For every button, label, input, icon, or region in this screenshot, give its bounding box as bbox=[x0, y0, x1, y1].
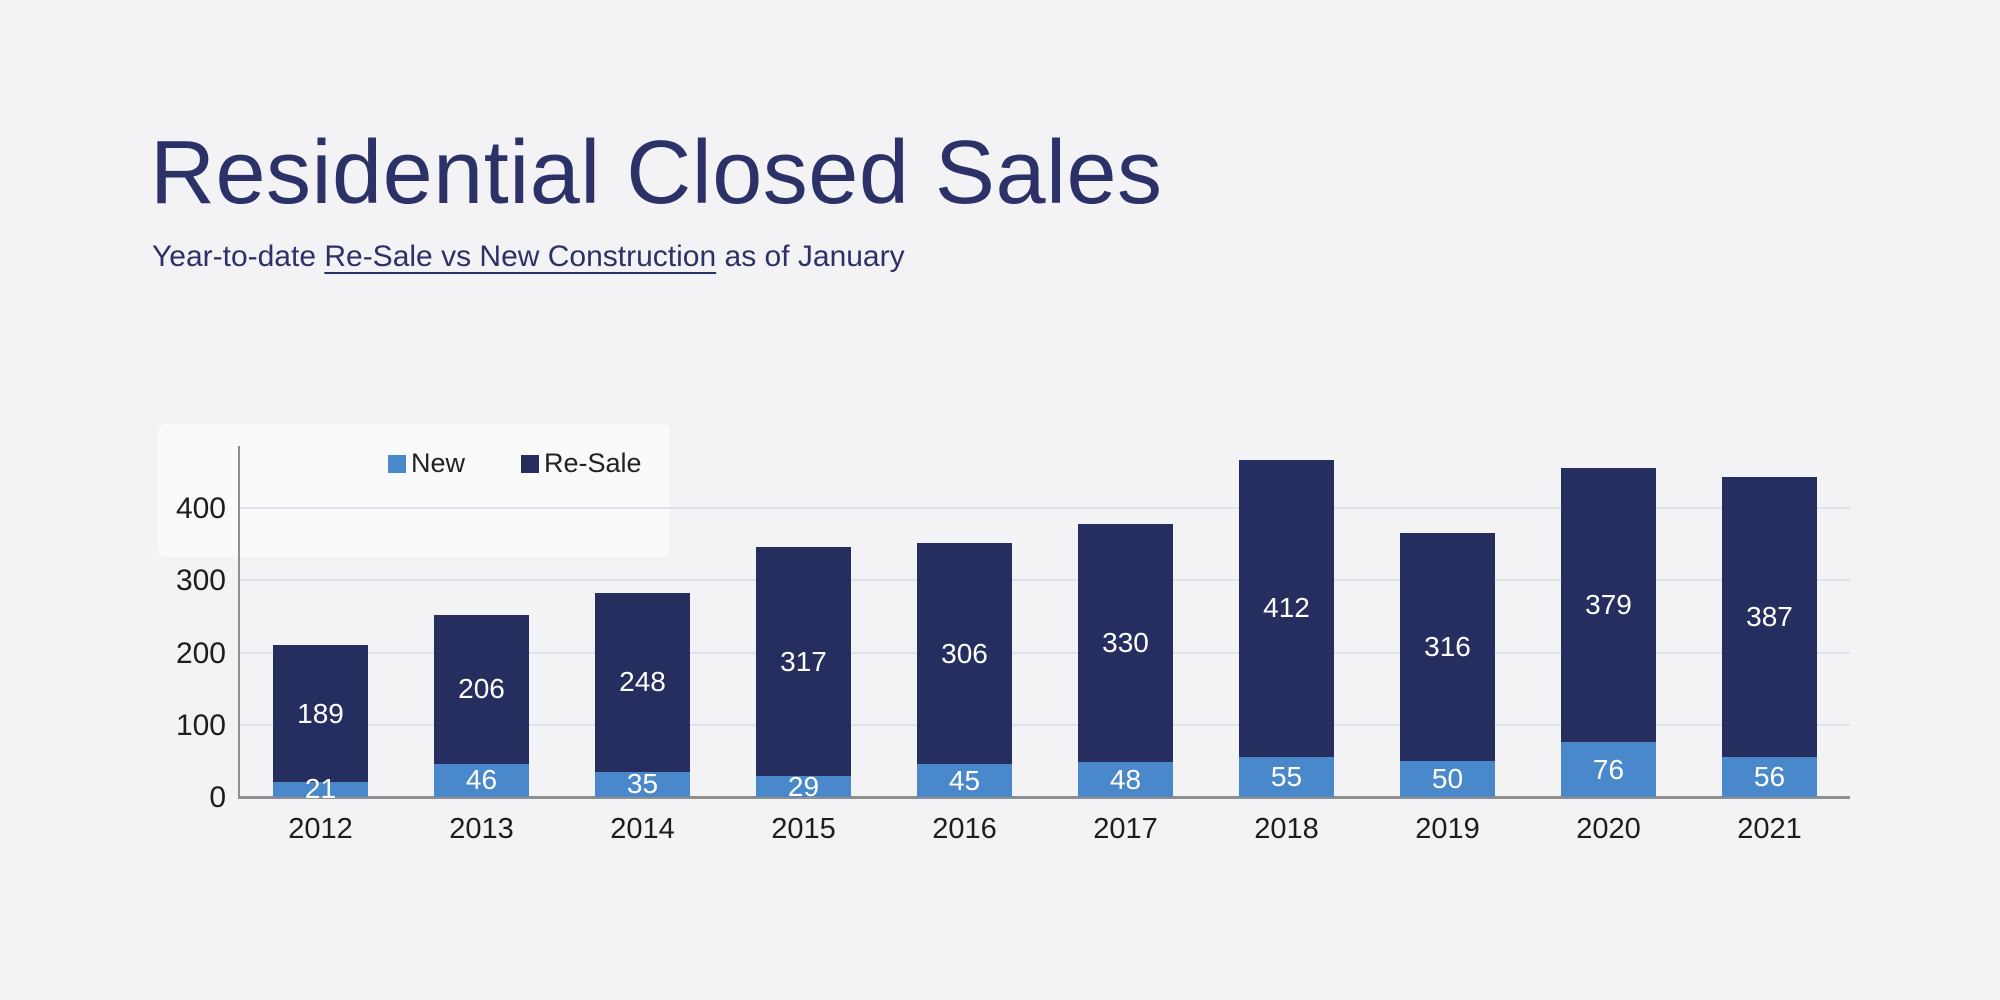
bar-value-label-new-2019: 50 bbox=[1431, 762, 1464, 794]
gridline-100 bbox=[240, 723, 1850, 726]
legend-swatch-resale-icon bbox=[521, 454, 540, 473]
bar-segment-new-2021 bbox=[1722, 756, 1817, 797]
bar-value-label-resale-2012: 189 bbox=[297, 697, 344, 729]
subtitle-suffix: as of January bbox=[716, 240, 905, 273]
page-title: Residential Closed Sales bbox=[150, 123, 1163, 223]
bar-segment-resale-2014 bbox=[595, 592, 690, 772]
y-tick-label-200: 200 bbox=[175, 636, 226, 670]
bar-segment-resale-2017 bbox=[1078, 523, 1173, 763]
bar-value-label-resale-2015: 317 bbox=[780, 645, 827, 677]
bar-value-label-resale-2014: 248 bbox=[619, 666, 666, 698]
bar-value-label-new-2016: 45 bbox=[948, 764, 981, 796]
bar-segment-new-2012 bbox=[273, 781, 368, 797]
x-axis-label-2015: 2015 bbox=[771, 813, 836, 845]
bar-segment-new-2017 bbox=[1078, 762, 1173, 797]
bar-value-label-new-2021: 56 bbox=[1753, 760, 1786, 792]
bar-segment-resale-2018 bbox=[1239, 459, 1334, 758]
x-axis-line bbox=[238, 796, 1850, 799]
bar-segment-new-2013 bbox=[434, 763, 529, 797]
bar-value-label-new-2020: 76 bbox=[1592, 753, 1625, 785]
legend-item-new: New bbox=[388, 450, 465, 477]
y-tick-label-400: 400 bbox=[175, 492, 226, 525]
bar-value-label-resale-2013: 206 bbox=[458, 673, 505, 705]
legend-label-new: New bbox=[411, 448, 466, 478]
bar-segment-resale-2015 bbox=[756, 547, 851, 777]
bar-value-label-new-2015: 29 bbox=[787, 770, 820, 802]
y-tick-label-100: 100 bbox=[175, 708, 226, 742]
bar-value-label-new-2012: 21 bbox=[304, 773, 337, 805]
bar-value-label-resale-2019: 316 bbox=[1424, 630, 1471, 662]
bar-value-label-resale-2018: 412 bbox=[1263, 592, 1310, 624]
x-axis-label-2019: 2019 bbox=[1415, 813, 1480, 845]
bar-value-label-resale-2017: 330 bbox=[1102, 627, 1149, 659]
bar-segment-new-2016 bbox=[917, 764, 1012, 797]
bar-segment-resale-2019 bbox=[1400, 532, 1495, 761]
chart-legend: New Re-Sale bbox=[388, 450, 642, 477]
legend-item-resale: Re-Sale bbox=[521, 450, 642, 477]
bar-value-label-new-2014: 35 bbox=[626, 768, 659, 800]
y-tick-label-300: 300 bbox=[175, 564, 226, 598]
bar-value-label-resale-2021: 387 bbox=[1746, 600, 1793, 632]
x-axis-label-2014: 2014 bbox=[610, 813, 675, 845]
bar-value-label-resale-2020: 379 bbox=[1585, 589, 1632, 621]
x-axis-label-2020: 2020 bbox=[1576, 813, 1641, 845]
bar-segment-new-2020 bbox=[1561, 742, 1656, 797]
subtitle-prefix: Year-to-date bbox=[152, 240, 325, 273]
subtitle-underlined-phrase: Re-Sale vs New Construction bbox=[324, 240, 717, 273]
gridline-200 bbox=[240, 651, 1850, 654]
bar-value-label-new-2013: 46 bbox=[465, 764, 498, 796]
bar-segment-new-2015 bbox=[756, 776, 851, 797]
bar-segment-new-2019 bbox=[1400, 760, 1495, 797]
x-axis-label-2017: 2017 bbox=[1093, 813, 1158, 845]
bar-value-label-new-2017: 48 bbox=[1109, 763, 1142, 795]
bar-segment-resale-2012 bbox=[273, 645, 368, 782]
legend-swatch-new-icon bbox=[388, 454, 406, 473]
x-axis-label-2021: 2021 bbox=[1737, 813, 1802, 845]
x-axis-label-2012: 2012 bbox=[288, 813, 353, 845]
gridline-400 bbox=[240, 507, 1850, 509]
bar-segment-new-2014 bbox=[595, 771, 690, 797]
bar-segment-resale-2016 bbox=[917, 543, 1012, 765]
legend-label-resale: Re-Sale bbox=[544, 448, 642, 478]
bar-segment-resale-2013 bbox=[434, 614, 529, 764]
bar-segment-new-2018 bbox=[1239, 757, 1334, 797]
y-tick-label-0: 0 bbox=[209, 781, 226, 814]
subtitle: Year-to-date Re-Sale vs New Construction… bbox=[152, 240, 905, 274]
x-axis-label-2018: 2018 bbox=[1254, 813, 1319, 845]
backdrop-panel bbox=[158, 424, 670, 557]
bar-segment-resale-2021 bbox=[1722, 476, 1817, 757]
bar-value-label-resale-2016: 306 bbox=[941, 637, 988, 669]
bar-value-label-new-2018: 55 bbox=[1270, 761, 1303, 793]
gridline-300 bbox=[240, 579, 1850, 582]
y-axis-line bbox=[238, 446, 240, 797]
x-axis-label-2016: 2016 bbox=[932, 813, 997, 845]
x-axis-label-2013: 2013 bbox=[449, 813, 514, 845]
bar-segment-resale-2020 bbox=[1561, 468, 1656, 743]
